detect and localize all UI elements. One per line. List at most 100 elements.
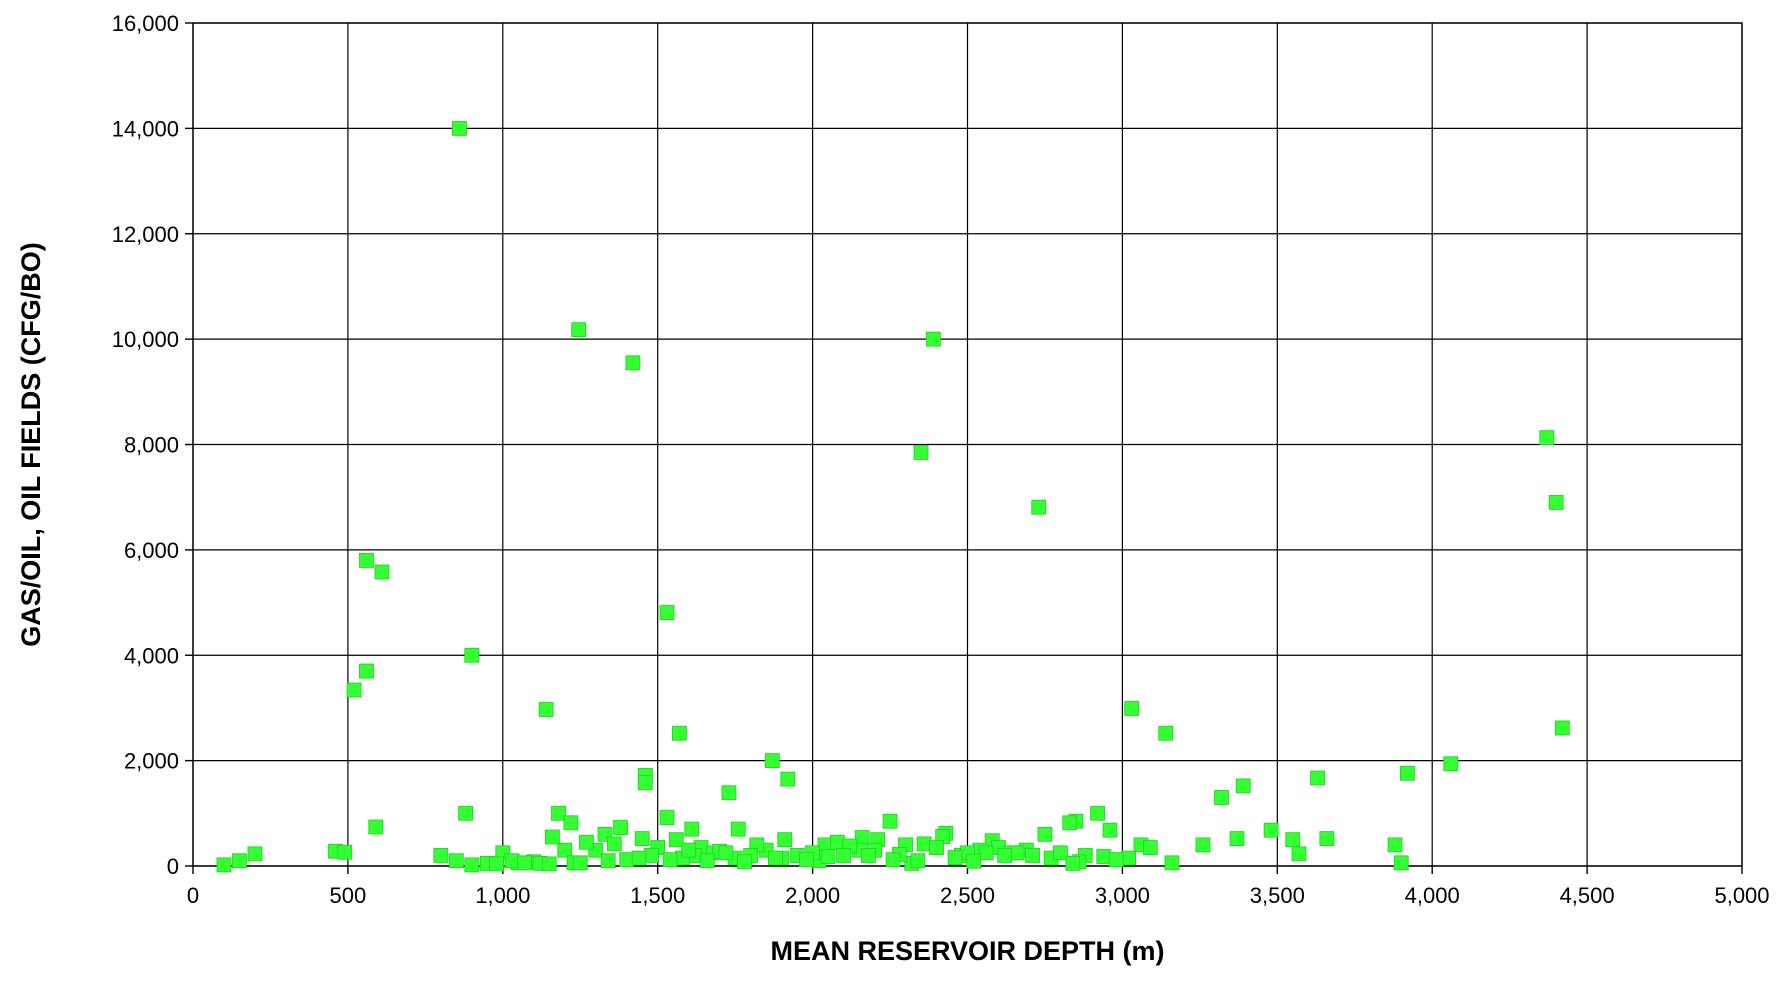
data-point <box>1539 430 1555 446</box>
x-tick-label: 500 <box>330 883 367 908</box>
data-point <box>1310 770 1325 786</box>
data-point <box>600 853 616 869</box>
data-point <box>464 647 480 663</box>
data-point <box>836 848 851 863</box>
data-point <box>1548 495 1564 510</box>
data-point <box>910 853 926 869</box>
data-point <box>452 120 467 136</box>
data-point <box>966 853 982 869</box>
x-tick-label: 1,000 <box>475 883 530 908</box>
data-point <box>613 820 628 835</box>
x-tick-label: 3,000 <box>1095 883 1150 908</box>
data-point <box>1443 756 1459 772</box>
data-point <box>1108 852 1124 868</box>
horizontal-gridlines <box>193 22 1742 867</box>
data-point <box>1062 815 1078 831</box>
data-point <box>458 805 474 821</box>
data-point <box>368 819 384 835</box>
y-tick-label: 6,000 <box>124 538 179 563</box>
data-point <box>1142 840 1158 855</box>
data-point <box>737 854 752 870</box>
data-point <box>571 322 587 338</box>
data-point <box>1235 778 1251 794</box>
data-point <box>563 815 579 831</box>
data-point <box>1291 846 1307 862</box>
data-point <box>374 564 390 580</box>
data-point <box>1195 837 1211 853</box>
data-point <box>544 829 560 845</box>
data-point <box>606 836 622 852</box>
data-point <box>662 852 678 868</box>
data-point <box>854 830 870 845</box>
data-point <box>799 852 814 868</box>
data-point <box>644 848 659 863</box>
data-point <box>464 857 480 873</box>
data-point <box>1102 822 1118 838</box>
data-points <box>216 120 1570 873</box>
x-tick-label: 0 <box>187 883 199 908</box>
data-point <box>216 857 232 873</box>
data-point <box>777 832 793 848</box>
data-point <box>619 852 635 868</box>
data-point <box>1096 849 1112 864</box>
data-point <box>926 331 941 347</box>
data-point <box>247 846 263 862</box>
data-point <box>1554 720 1570 736</box>
data-point <box>820 849 836 864</box>
x-tick-label: 3,500 <box>1250 883 1305 908</box>
data-point <box>730 821 746 837</box>
y-tick-label: 8,000 <box>124 433 179 458</box>
data-point <box>551 805 566 821</box>
x-tick-label: 2,000 <box>785 883 840 908</box>
data-point <box>448 853 464 869</box>
x-tick-label: 2,500 <box>940 883 995 908</box>
tick-marks <box>185 22 1743 874</box>
x-tick-label: 4,500 <box>1560 883 1615 908</box>
data-point <box>882 813 898 829</box>
x-axis-title: MEAN RESERVOIR DEPTH (m) <box>770 936 1164 966</box>
data-point <box>337 844 353 860</box>
data-point <box>625 355 641 371</box>
data-point <box>718 845 734 861</box>
data-point <box>572 855 588 871</box>
y-tick-label: 16,000 <box>112 11 179 36</box>
y-tick-label: 2,000 <box>124 749 179 774</box>
data-point <box>359 553 374 568</box>
data-point <box>659 605 675 620</box>
data-point <box>721 785 737 801</box>
data-point <box>997 848 1013 863</box>
data-point <box>232 853 247 869</box>
data-point <box>1158 725 1174 741</box>
data-point <box>1009 845 1025 861</box>
data-point <box>668 832 684 848</box>
data-point <box>359 663 374 679</box>
y-tick-labels: 0 2,000 4,000 6,000 8,000 10,000 12,000 14,000 1… <box>112 11 179 879</box>
data-point <box>684 821 700 837</box>
data-point <box>913 445 929 460</box>
data-point <box>929 840 944 855</box>
y-tick-label: 14,000 <box>112 116 179 141</box>
data-point <box>1214 790 1229 805</box>
data-point <box>659 810 675 825</box>
data-point <box>1053 845 1068 861</box>
data-point <box>681 842 697 858</box>
data-point <box>1400 765 1415 781</box>
data-point <box>1387 837 1403 853</box>
x-tick-label: 4,000 <box>1405 883 1460 908</box>
data-point <box>947 850 963 865</box>
data-point <box>699 853 715 869</box>
data-point <box>671 725 687 741</box>
data-point <box>764 753 780 769</box>
y-tick-label: 0 <box>167 854 179 879</box>
y-tick-label: 10,000 <box>112 327 179 352</box>
y-tick-label: 12,000 <box>112 222 179 247</box>
data-point <box>916 836 932 852</box>
data-point <box>433 848 449 863</box>
data-point <box>1121 850 1136 866</box>
data-point <box>634 831 650 847</box>
data-point <box>860 848 876 863</box>
data-point <box>978 845 994 861</box>
x-tick-labels: 0 500 1,000 1,500 2,000 2,500 3,000 3,500 4,000 4… <box>187 883 1770 908</box>
